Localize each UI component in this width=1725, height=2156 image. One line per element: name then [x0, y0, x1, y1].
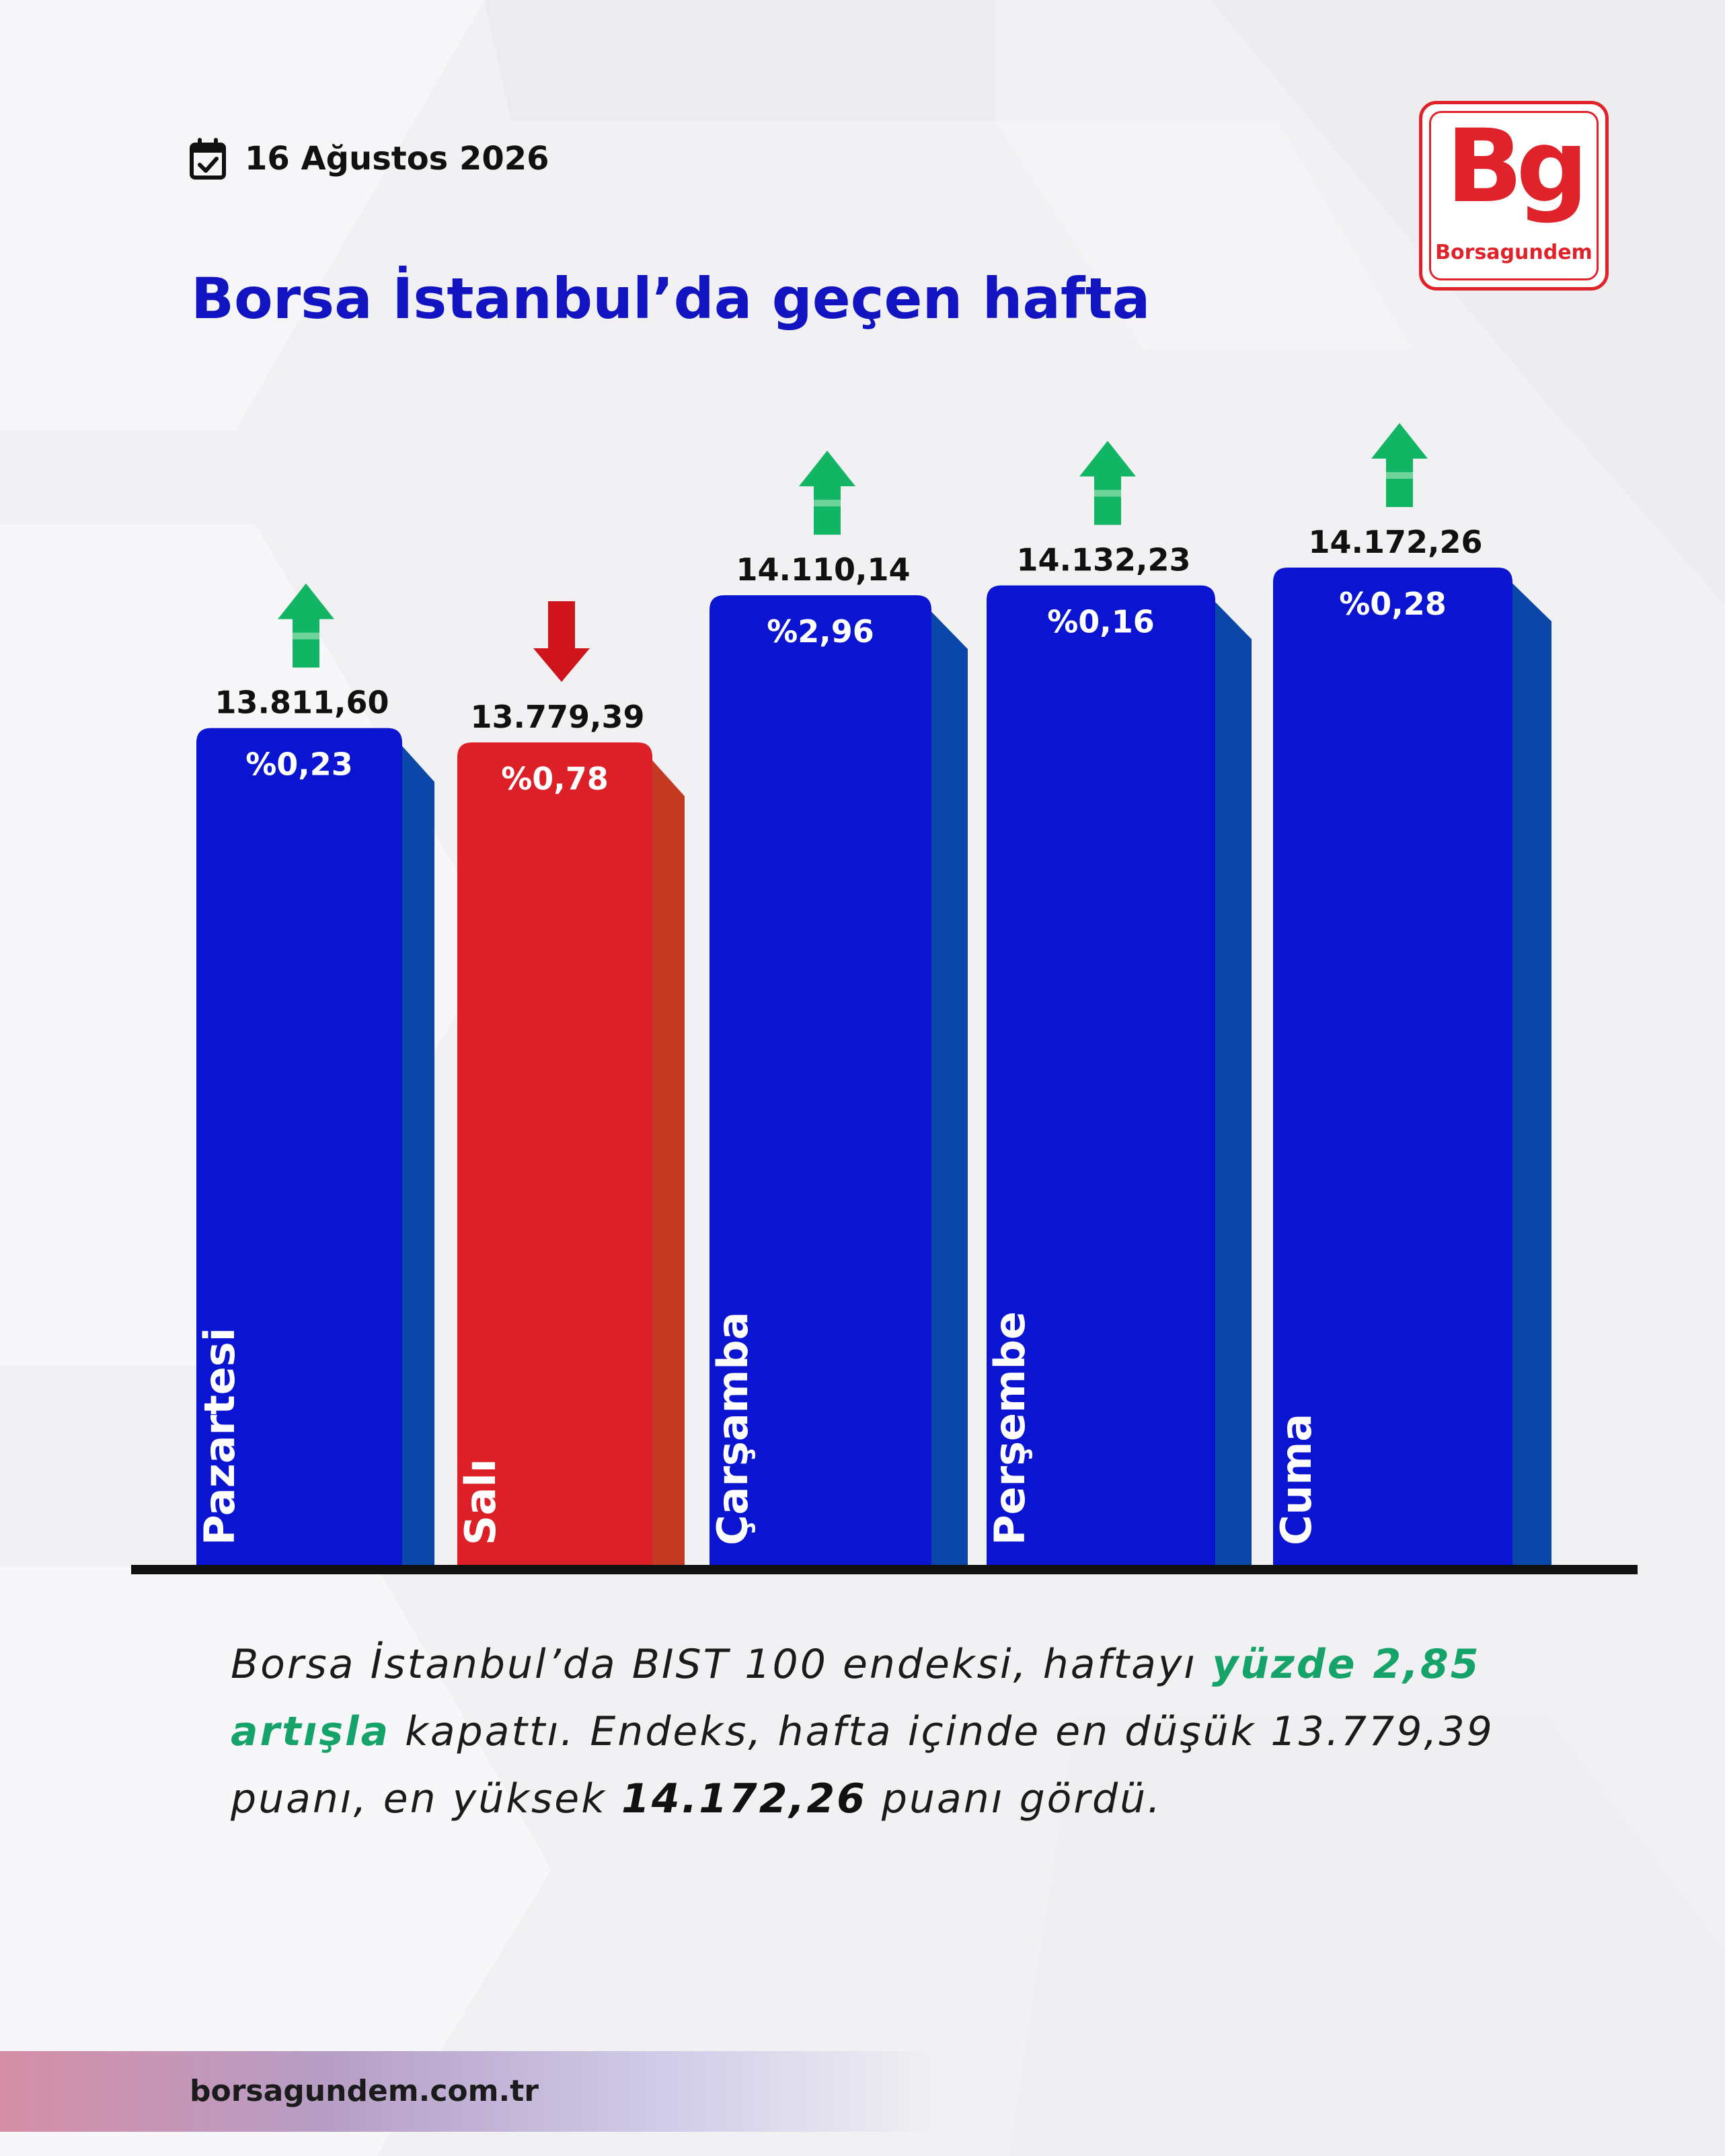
value-label-sal: 13.779,39 — [471, 699, 645, 735]
down-arrow-icon-sal — [533, 601, 590, 682]
up-arrow-stripe-carsamba — [814, 500, 841, 507]
logo-frame — [1429, 111, 1599, 280]
logo-mark: Bg — [1446, 108, 1588, 225]
up-arrow-icon-carsamba — [799, 451, 855, 535]
change-label-cuma: %0,28 — [1339, 586, 1447, 622]
summary-part-2: kapattı. Endeks, hafta içinde en düşük 1… — [231, 1708, 1494, 1822]
value-label-carsamba: 14.110,14 — [736, 551, 911, 588]
page-title: Borsa İstanbul’da geçen hafta — [191, 266, 1151, 332]
category-label-carsamba: Çarşamba — [708, 1312, 757, 1545]
summary-text: Borsa İstanbul’da BIST 100 endeksi, haft… — [231, 1631, 1562, 1833]
up-arrow-stripe-cuma — [1386, 472, 1413, 479]
bar-persembe — [987, 585, 1215, 1566]
category-label-sal: Salı — [456, 1459, 505, 1545]
value-label-persembe: 14.132,23 — [1017, 541, 1191, 578]
bar-sal — [457, 742, 652, 1566]
value-label-cuma: 14.172,26 — [1309, 524, 1483, 560]
bar-carsamba — [710, 595, 931, 1566]
footer-band — [0, 2051, 942, 2132]
up-arrow-icon-persembe — [1079, 440, 1136, 525]
up-arrow-icon-pazartesi — [278, 583, 334, 668]
summary-part-1: Borsa İstanbul’da BIST 100 endeksi, haft… — [231, 1641, 1213, 1688]
bar-chart: %0,23 13.811,60 Pazartesi %0,78 13.779,39 Sal… — [131, 423, 1638, 1574]
category-label-persembe: Perşembe — [985, 1311, 1034, 1545]
calendar-icon — [190, 138, 226, 180]
up-arrow-stripe-pazartesi — [293, 632, 319, 640]
bar-cuma — [1273, 568, 1512, 1566]
change-label-sal: %0,78 — [501, 761, 609, 797]
summary-part-3: puanı gördü. — [866, 1775, 1163, 1822]
change-label-carsamba: %2,96 — [767, 613, 874, 650]
category-label-pazartesi: Pazartesi — [195, 1327, 244, 1545]
brand-logo: Bg Borsagundem — [1419, 101, 1609, 291]
summary-highlight: yüzde 2,85 artışla — [231, 1641, 1481, 1755]
date-label: 16 Ağustos 2026 — [245, 140, 549, 178]
change-label-pazartesi: %0,23 — [245, 746, 353, 783]
up-arrow-stripe-persembe — [1094, 490, 1121, 497]
logo-brand-name: Borsagundem — [1435, 241, 1593, 264]
category-label-cuma: Cuma — [1272, 1414, 1321, 1545]
change-label-persembe: %0,16 — [1047, 603, 1155, 640]
summary-max-value: 14.172,26 — [621, 1775, 867, 1822]
date-row: 16 Ağustos 2026 — [190, 138, 549, 180]
value-label-pazartesi: 13.811,60 — [215, 685, 389, 721]
bar-pazartesi — [196, 728, 402, 1566]
up-arrow-icon-cuma — [1371, 423, 1428, 507]
footer-url[interactable]: borsagundem.com.tr — [190, 2074, 539, 2108]
